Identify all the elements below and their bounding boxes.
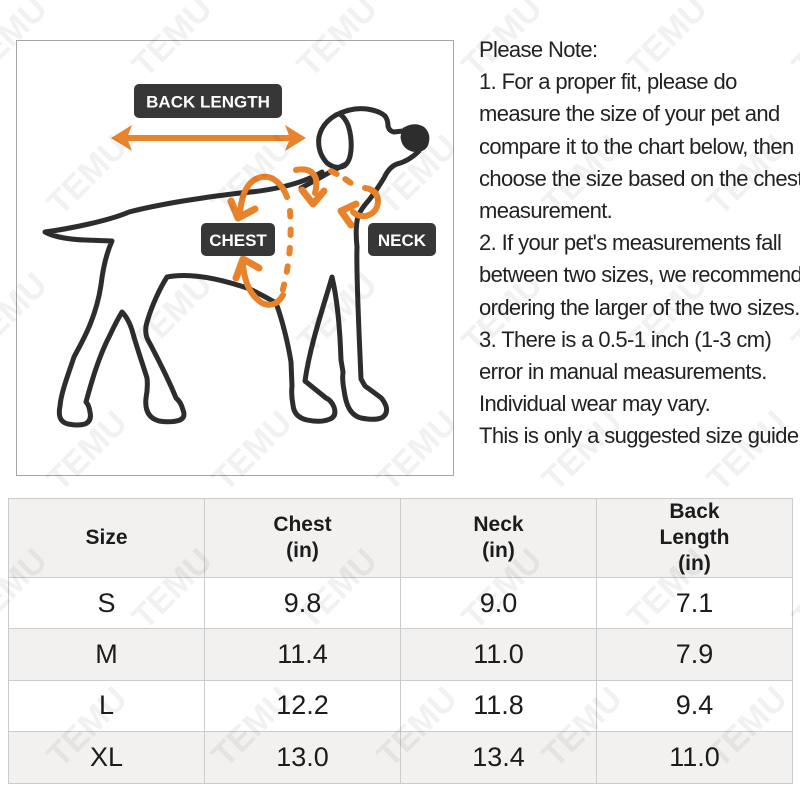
svg-text:NECK: NECK bbox=[378, 231, 427, 250]
svg-text:CHEST: CHEST bbox=[209, 231, 267, 250]
svg-text:BACK LENGTH: BACK LENGTH bbox=[146, 93, 270, 112]
